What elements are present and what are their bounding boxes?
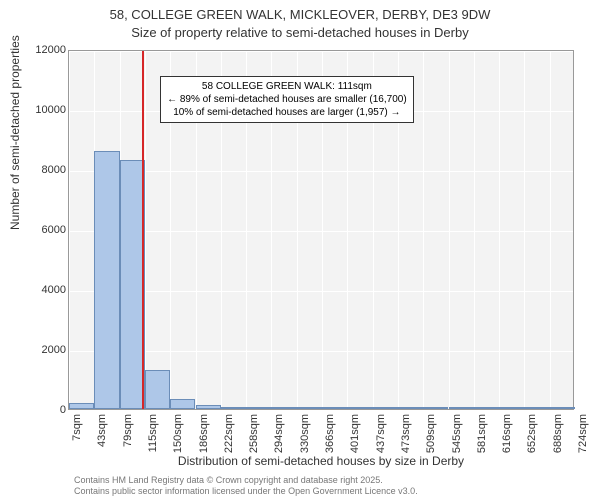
histogram-bar xyxy=(474,407,499,409)
annotation-line: ← 89% of semi-detached houses are smalle… xyxy=(167,93,407,106)
plot-area: 58 COLLEGE GREEN WALK: 111sqm← 89% of se… xyxy=(68,50,574,410)
x-tick-label: 43sqm xyxy=(96,414,108,454)
footer-text: Contains HM Land Registry data © Crown c… xyxy=(74,475,418,498)
histogram-bar xyxy=(347,407,372,409)
histogram-bar xyxy=(449,407,474,409)
grid-line-v xyxy=(69,51,70,409)
x-tick-label: 473sqm xyxy=(400,414,412,454)
histogram-bar xyxy=(398,407,423,409)
histogram-bar xyxy=(120,160,145,409)
histogram-bar xyxy=(550,407,575,409)
x-tick-label: 115sqm xyxy=(147,414,159,454)
annotation-line: 58 COLLEGE GREEN WALK: 111sqm xyxy=(167,80,407,93)
grid-line-v xyxy=(449,51,450,409)
x-tick-label: 401sqm xyxy=(349,414,361,454)
histogram-bar xyxy=(499,407,524,409)
chart-container: 58, COLLEGE GREEN WALK, MICKLEOVER, DERB… xyxy=(0,0,600,500)
x-tick-label: 581sqm xyxy=(476,414,488,454)
annotation-line: 10% of semi-detached houses are larger (… xyxy=(167,106,407,119)
footer-line-2: Contains public sector information licen… xyxy=(74,486,418,498)
grid-line-v xyxy=(423,51,424,409)
y-axis-label: Number of semi-detached properties xyxy=(8,35,22,230)
grid-line-v xyxy=(524,51,525,409)
histogram-bar xyxy=(524,407,549,409)
x-tick-label: 545sqm xyxy=(451,414,463,454)
histogram-bar xyxy=(322,407,347,409)
grid-line-h xyxy=(69,411,573,412)
histogram-bar xyxy=(271,407,296,409)
x-tick-label: 186sqm xyxy=(198,414,210,454)
histogram-bar xyxy=(373,407,398,409)
y-tick-label: 12000 xyxy=(26,44,66,56)
x-tick-label: 222sqm xyxy=(223,414,235,454)
x-tick-label: 150sqm xyxy=(172,414,184,454)
histogram-bar xyxy=(170,399,195,410)
y-tick-label: 2000 xyxy=(26,344,66,356)
annotation-box: 58 COLLEGE GREEN WALK: 111sqm← 89% of se… xyxy=(160,76,414,123)
histogram-bar xyxy=(196,405,221,409)
grid-line-v xyxy=(550,51,551,409)
histogram-bar xyxy=(297,407,322,409)
x-tick-label: 366sqm xyxy=(324,414,336,454)
x-tick-label: 79sqm xyxy=(122,414,134,454)
title-line-2: Size of property relative to semi-detach… xyxy=(0,24,600,42)
x-tick-label: 330sqm xyxy=(299,414,311,454)
grid-line-v xyxy=(145,51,146,409)
title-line-1: 58, COLLEGE GREEN WALK, MICKLEOVER, DERB… xyxy=(0,6,600,24)
grid-line-v xyxy=(474,51,475,409)
y-tick-label: 4000 xyxy=(26,284,66,296)
histogram-bar xyxy=(94,151,119,409)
x-tick-label: 652sqm xyxy=(526,414,538,454)
y-tick-label: 10000 xyxy=(26,104,66,116)
property-marker-line xyxy=(142,51,144,409)
histogram-bar xyxy=(221,407,246,409)
chart-title: 58, COLLEGE GREEN WALK, MICKLEOVER, DERB… xyxy=(0,0,600,42)
footer-line-1: Contains HM Land Registry data © Crown c… xyxy=(74,475,418,487)
x-tick-label: 724sqm xyxy=(577,414,589,454)
x-tick-label: 688sqm xyxy=(552,414,564,454)
grid-line-v xyxy=(575,51,576,409)
x-tick-label: 258sqm xyxy=(248,414,260,454)
x-tick-label: 294sqm xyxy=(273,414,285,454)
histogram-bar xyxy=(246,407,271,409)
y-tick-label: 8000 xyxy=(26,164,66,176)
y-tick-label: 0 xyxy=(26,404,66,416)
histogram-bar xyxy=(69,403,94,409)
y-tick-label: 6000 xyxy=(26,224,66,236)
x-axis-label: Distribution of semi-detached houses by … xyxy=(68,454,574,468)
histogram-bar xyxy=(145,370,170,409)
x-tick-label: 616sqm xyxy=(501,414,513,454)
grid-line-v xyxy=(499,51,500,409)
histogram-bar xyxy=(423,407,448,409)
x-tick-label: 7sqm xyxy=(71,414,83,454)
x-tick-label: 509sqm xyxy=(425,414,437,454)
x-tick-label: 437sqm xyxy=(375,414,387,454)
